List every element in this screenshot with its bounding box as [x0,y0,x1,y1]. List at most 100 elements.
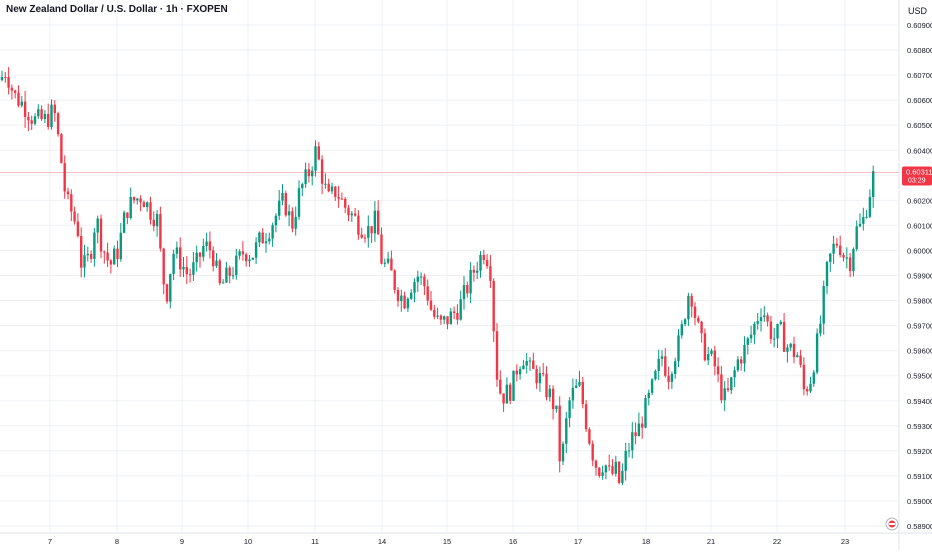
y-tick-label: 0.59700 [907,322,932,331]
candle-down [357,210,360,240]
candle-up [129,187,132,220]
candle-up [205,232,208,252]
candle-up [86,246,89,262]
candle-up [624,442,627,481]
y-tick-label: 0.59100 [907,472,932,481]
candle-down [139,195,142,212]
candle-up [406,297,410,313]
candle-up [677,329,680,368]
candle-down [509,382,512,405]
candles [0,67,875,486]
y-tick-label: 0.60500 [907,121,932,130]
candle-up [195,245,198,272]
candle-up [538,366,542,392]
candle-down [403,291,406,310]
candle-down [703,328,707,362]
candle-up [749,325,753,344]
candle-down [152,211,155,232]
candle-up [192,251,195,281]
candle-down [390,250,393,271]
candle-up [627,442,631,458]
candle-down [634,422,637,445]
candle-down [132,196,136,204]
candle-up [832,235,835,264]
time-axis[interactable]: 7 8 9 10 11 14 15 16 17 18 21 22 23 [0,532,932,546]
candle-up [169,273,172,309]
candle-down [261,228,264,244]
x-tick-label: 7 [48,537,52,546]
candle-up [796,352,799,358]
candle-down [502,393,505,412]
candle-down [799,349,802,368]
candle-up [812,369,815,387]
candle-down [489,255,492,288]
candle-up [674,357,677,379]
candle-up [730,377,733,394]
candle-up [476,261,479,280]
tradingview-logo-icon[interactable] [885,517,899,531]
candle-down [641,416,644,439]
candle-down [611,459,614,476]
candle-down [80,227,83,278]
chart-title: New Zealand Dollar / U.S. Dollar · 1h · … [6,4,228,15]
candle-down [720,366,723,404]
price-axis[interactable]: 0.60900 0.60800 0.60700 0.60600 0.60500 0.604… [898,0,932,550]
candle-up [578,370,581,387]
candle-down [241,241,245,261]
candle-down [802,357,806,396]
candle-up [555,405,558,413]
candle-up [773,327,776,348]
candle-up [202,238,205,262]
candle-down [23,91,27,128]
candle-down [353,208,357,217]
candle-down [56,111,60,137]
candle-up [221,278,225,284]
candle-up [462,276,466,310]
candle-down [482,249,485,265]
candle-up [743,336,746,372]
candle-down [7,67,10,95]
candle-down [423,273,426,296]
candle-down [492,278,495,342]
candle-up [505,377,509,404]
candle-down [700,320,703,343]
candle-down [740,356,743,371]
x-tick-label: 21 [707,537,715,546]
candle-down [70,189,73,221]
candle-up [518,366,522,380]
candle-down [291,207,294,233]
candle-down [188,268,192,283]
price-tag-price: 0.60311 [906,168,932,177]
last-price-tag: 0.60311 03:29 [902,166,932,186]
candle-down [697,315,700,324]
candle-down [598,467,601,478]
candle-down [495,323,499,387]
candle-down [439,314,443,325]
candle-down [212,246,215,272]
candle-down [835,237,839,249]
y-tick-label: 0.59300 [907,422,932,431]
candle-up [278,189,281,221]
candle-up [647,389,650,406]
x-tick-label: 10 [244,537,252,546]
candle-up [479,251,482,278]
candle-down [713,345,716,376]
candle-up [512,370,515,402]
candle-up [733,366,736,388]
candle-up [413,278,416,302]
candle-down [159,206,162,252]
candle-up [809,376,812,393]
candle-up [548,384,551,402]
candle-up [301,182,304,197]
candle-up [561,441,565,466]
candle-down [370,226,373,243]
candle-up [469,262,472,304]
candle-down [591,440,594,467]
candle-down [472,265,476,282]
candle-down [466,281,469,298]
candle-up [449,307,452,325]
x-tick-label: 16 [509,537,517,546]
candle-down [47,103,50,130]
